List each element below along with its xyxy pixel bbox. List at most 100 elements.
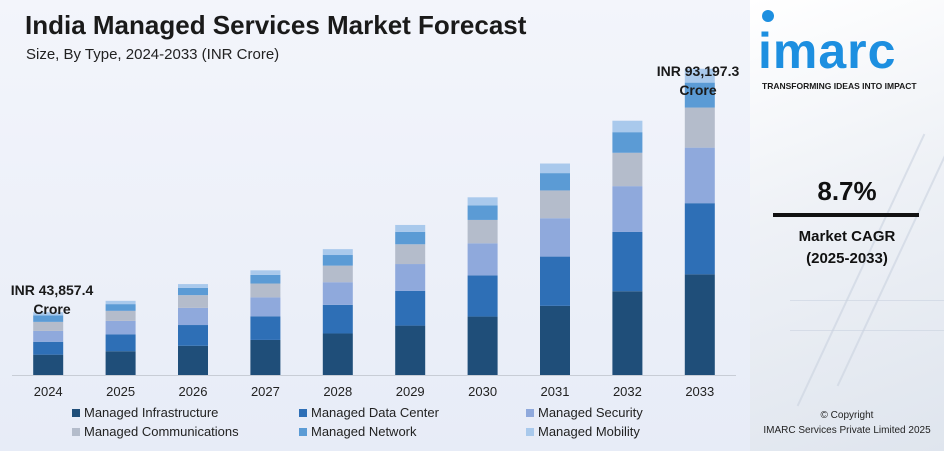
bar-segment-managed-data-center-2028 xyxy=(322,304,353,334)
bar-segment-managed-network-2028 xyxy=(322,255,353,266)
x-tick-label-2030: 2030 xyxy=(468,384,497,399)
bar-segment-managed-security-2032 xyxy=(612,186,643,232)
bar-segment-managed-communications-2030 xyxy=(467,219,498,244)
bar-segment-managed-security-2028 xyxy=(322,282,353,305)
bar-segment-managed-security-2029 xyxy=(395,264,426,291)
bar-segment-managed-data-center-2024 xyxy=(33,341,64,355)
x-tick-label-2027: 2027 xyxy=(251,384,280,399)
copyright-line: © Copyright xyxy=(820,410,874,421)
cagr-value: 8.7% xyxy=(817,176,877,206)
bar-segment-managed-network-2026 xyxy=(178,287,208,296)
stacked-bar-chart: 2024 2025 2026 2027 2028 2029 2030 2031 2032 2033 xyxy=(12,68,736,399)
legend-swatch xyxy=(299,427,307,436)
bar-segment-managed-communications-2033 xyxy=(684,107,715,148)
bar-segment-managed-infrastructure-2025 xyxy=(105,351,136,375)
x-tick-label-2031: 2031 xyxy=(541,384,570,399)
bar-segment-managed-security-2033 xyxy=(684,147,715,204)
bar-segment-managed-security-2027 xyxy=(250,297,281,317)
bar-segment-managed-mobility-2024 xyxy=(33,312,64,316)
chart-title: India Managed Services Market Forecast xyxy=(25,10,527,40)
bar-segment-managed-infrastructure-2026 xyxy=(178,345,208,375)
bar-segment-managed-infrastructure-2032 xyxy=(612,291,643,375)
start-value-amount: INR 43,857.4 xyxy=(10,282,94,298)
bar-segment-managed-infrastructure-2028 xyxy=(322,333,353,375)
x-tick-label-2033: 2033 xyxy=(685,384,714,399)
bar-segment-managed-mobility-2028 xyxy=(322,249,353,256)
bar-segment-managed-security-2026 xyxy=(178,307,208,326)
bar-segment-managed-data-center-2031 xyxy=(540,256,570,306)
bar-segment-managed-communications-2028 xyxy=(322,265,353,283)
x-tick-label-2032: 2032 xyxy=(613,384,642,399)
bar-segment-managed-communications-2027 xyxy=(250,283,281,298)
bar-segment-managed-infrastructure-2027 xyxy=(250,339,281,375)
legend-swatch xyxy=(526,408,534,417)
legend-item-managed-security: Managed Security xyxy=(526,405,746,420)
bar-segment-managed-security-2031 xyxy=(540,218,570,257)
end-value-annotation: INR 93,197.3 Crore xyxy=(650,62,746,100)
bar-segment-managed-mobility-2032 xyxy=(612,120,643,133)
cagr-label-period: (2025-2033) xyxy=(806,250,888,267)
legend-label: Managed Data Center xyxy=(311,405,439,420)
chart-subtitle: Size, By Type, 2024-2033 (INR Crore) xyxy=(26,46,280,63)
cagr-label-title: Market CAGR xyxy=(798,228,896,245)
bar-segment-managed-mobility-2026 xyxy=(178,284,208,288)
bar-segment-managed-data-center-2030 xyxy=(467,275,498,317)
legend-swatch xyxy=(72,408,80,417)
legend-swatch xyxy=(72,427,80,436)
x-tick-label-2026: 2026 xyxy=(179,384,208,399)
start-value-annotation: INR 43,857.4 Crore xyxy=(6,281,98,319)
x-tick-label-2028: 2028 xyxy=(323,384,352,399)
legend-item-managed-network: Managed Network xyxy=(299,424,526,439)
logo-dot-icon xyxy=(762,10,774,22)
legend-label: Managed Mobility xyxy=(538,424,640,439)
x-tick-label-2024: 2024 xyxy=(34,384,63,399)
cagr-divider xyxy=(773,213,919,217)
bar-segment-managed-infrastructure-2024 xyxy=(33,354,64,375)
bar-segment-managed-mobility-2030 xyxy=(467,197,498,206)
x-tick-label-2025: 2025 xyxy=(106,384,135,399)
bar-segment-managed-data-center-2029 xyxy=(395,290,426,326)
bar-segment-managed-communications-2024 xyxy=(33,321,64,331)
legend-label: Managed Security xyxy=(538,405,643,420)
side-panel: imarc TRANSFORMING IDEAS INTO IMPACT 8.7… xyxy=(750,0,944,451)
cagr-label: Market CAGR (2025-2033) xyxy=(750,226,944,270)
logo-wordmark: imarc xyxy=(758,23,897,79)
copyright-company: IMARC Services Private Limited 2025 xyxy=(763,425,931,436)
end-value-amount: INR 93,197.3 xyxy=(656,63,740,79)
bar-segment-managed-communications-2025 xyxy=(105,310,136,321)
bar-segment-managed-network-2031 xyxy=(540,173,570,191)
legend-label: Managed Communications xyxy=(84,424,239,439)
bar-segment-managed-data-center-2033 xyxy=(684,203,715,275)
bar-segment-managed-mobility-2029 xyxy=(395,224,426,232)
legend-item-managed-mobility: Managed Mobility xyxy=(526,424,746,439)
bar-segment-managed-network-2032 xyxy=(612,132,643,153)
bar-segment-managed-data-center-2025 xyxy=(105,334,136,352)
bar-segment-managed-network-2033 xyxy=(684,82,715,108)
bar-segment-managed-security-2025 xyxy=(105,320,136,335)
bar-segment-managed-network-2029 xyxy=(395,231,426,245)
chart-panel: India Managed Services Market Forecast S… xyxy=(0,0,750,451)
bar-segment-managed-mobility-2027 xyxy=(250,270,281,275)
bar-segment-managed-communications-2026 xyxy=(178,295,208,308)
legend-item-managed-data-center: Managed Data Center xyxy=(299,405,526,420)
bar-segment-managed-communications-2031 xyxy=(540,190,570,219)
copyright-notice: © Copyright IMARC Services Private Limit… xyxy=(750,408,944,438)
imarc-logo: imarc TRANSFORMING IDEAS INTO IMPACT xyxy=(750,8,944,91)
bar-segment-managed-data-center-2032 xyxy=(612,231,643,292)
bar-segment-managed-network-2030 xyxy=(467,205,498,220)
legend-label: Managed Network xyxy=(311,424,417,439)
logo-tagline: TRANSFORMING IDEAS INTO IMPACT xyxy=(762,81,917,91)
bar-segment-managed-mobility-2033 xyxy=(684,68,715,83)
bar-segment-managed-mobility-2031 xyxy=(540,163,570,174)
bar-segment-managed-network-2025 xyxy=(105,304,136,311)
legend-label: Managed Infrastructure xyxy=(84,405,219,420)
legend-swatch xyxy=(299,408,307,417)
bar-segment-managed-infrastructure-2030 xyxy=(467,316,498,375)
bar-segment-managed-network-2024 xyxy=(33,315,64,322)
bar-segment-managed-infrastructure-2031 xyxy=(540,305,570,375)
bar-segment-managed-data-center-2027 xyxy=(250,316,281,340)
bar-segment-managed-network-2027 xyxy=(250,274,281,284)
start-value-unit: Crore xyxy=(33,301,71,317)
bar-segment-managed-infrastructure-2029 xyxy=(395,325,426,375)
legend-item-managed-communications: Managed Communications xyxy=(72,424,299,439)
